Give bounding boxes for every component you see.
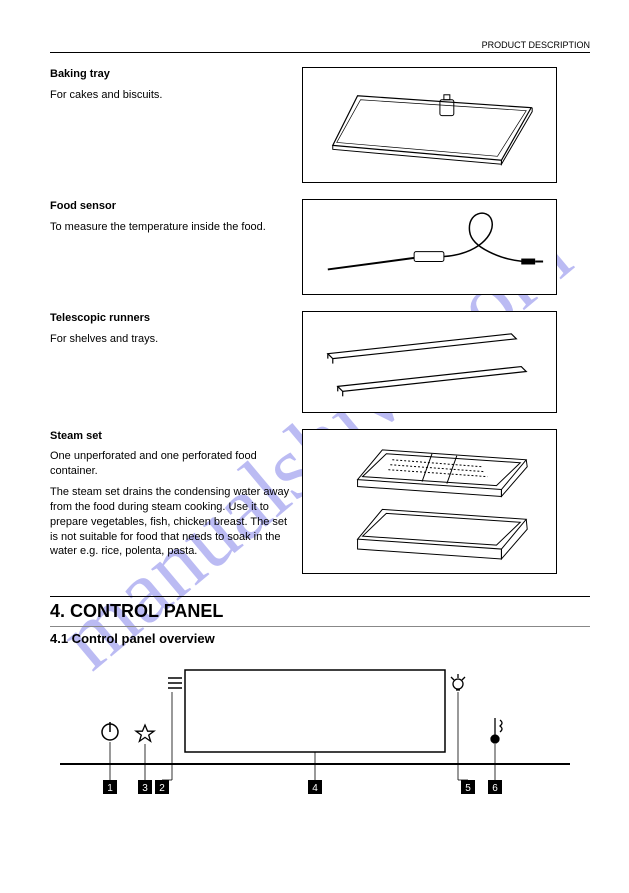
item-title-1: Baking tray bbox=[50, 68, 110, 80]
food-sensor-icon bbox=[303, 200, 556, 294]
item-body-4b: The steam set drains the condensing wate… bbox=[50, 485, 290, 559]
item-text-1: Baking tray For cakes and biscuits. bbox=[50, 67, 302, 109]
header-section-title: PRODUCT DESCRIPTION bbox=[50, 40, 590, 50]
page: PRODUCT DESCRIPTION Baking tray For cake… bbox=[50, 40, 590, 802]
item-body-3: For shelves and trays. bbox=[50, 332, 290, 347]
section-rule-bottom bbox=[50, 626, 590, 627]
item-row-1: Baking tray For cakes and biscuits. bbox=[50, 67, 590, 189]
svg-text:4: 4 bbox=[312, 783, 318, 794]
svg-text:2: 2 bbox=[159, 783, 165, 794]
section-heading: CONTROL PANEL bbox=[70, 601, 223, 621]
section-number: 4. bbox=[50, 601, 65, 621]
item-text-2: Food sensor To measure the temperature i… bbox=[50, 199, 302, 241]
item-fig-2 bbox=[302, 199, 562, 301]
section-title: 4. CONTROL PANEL bbox=[50, 601, 590, 622]
item-fig-1 bbox=[302, 67, 562, 189]
section-rule-top bbox=[50, 596, 590, 597]
item-title-2: Food sensor bbox=[50, 200, 116, 212]
section-subtitle: 4.1 Control panel overview bbox=[50, 631, 590, 646]
item-text-4: Steam set One unperforated and one perfo… bbox=[50, 429, 302, 566]
steam-set-icon bbox=[303, 430, 556, 574]
item-text-3: Telescopic runners For shelves and trays… bbox=[50, 311, 302, 353]
item-body-1: For cakes and biscuits. bbox=[50, 88, 290, 103]
svg-text:3: 3 bbox=[142, 783, 148, 794]
control-panel-figure: 1 3 2 4 5 6 bbox=[50, 652, 580, 802]
item-row-3: Telescopic runners For shelves and trays… bbox=[50, 311, 590, 418]
item-title-3: Telescopic runners bbox=[50, 312, 150, 324]
item-body-4a: One unperforated and one perforated food… bbox=[50, 449, 290, 479]
item-body-2: To measure the temperature inside the fo… bbox=[50, 220, 290, 235]
svg-text:1: 1 bbox=[107, 783, 113, 794]
telescopic-runners-icon bbox=[303, 312, 556, 411]
item-row-4: Steam set One unperforated and one perfo… bbox=[50, 429, 590, 581]
item-row-2: Food sensor To measure the temperature i… bbox=[50, 199, 590, 301]
svg-text:6: 6 bbox=[492, 783, 498, 794]
header-rule bbox=[50, 52, 590, 53]
item-title-4: Steam set bbox=[50, 430, 102, 442]
svg-text:5: 5 bbox=[465, 783, 471, 794]
item-fig-3 bbox=[302, 311, 562, 418]
item-fig-4 bbox=[302, 429, 562, 581]
baking-tray-icon bbox=[303, 68, 556, 182]
